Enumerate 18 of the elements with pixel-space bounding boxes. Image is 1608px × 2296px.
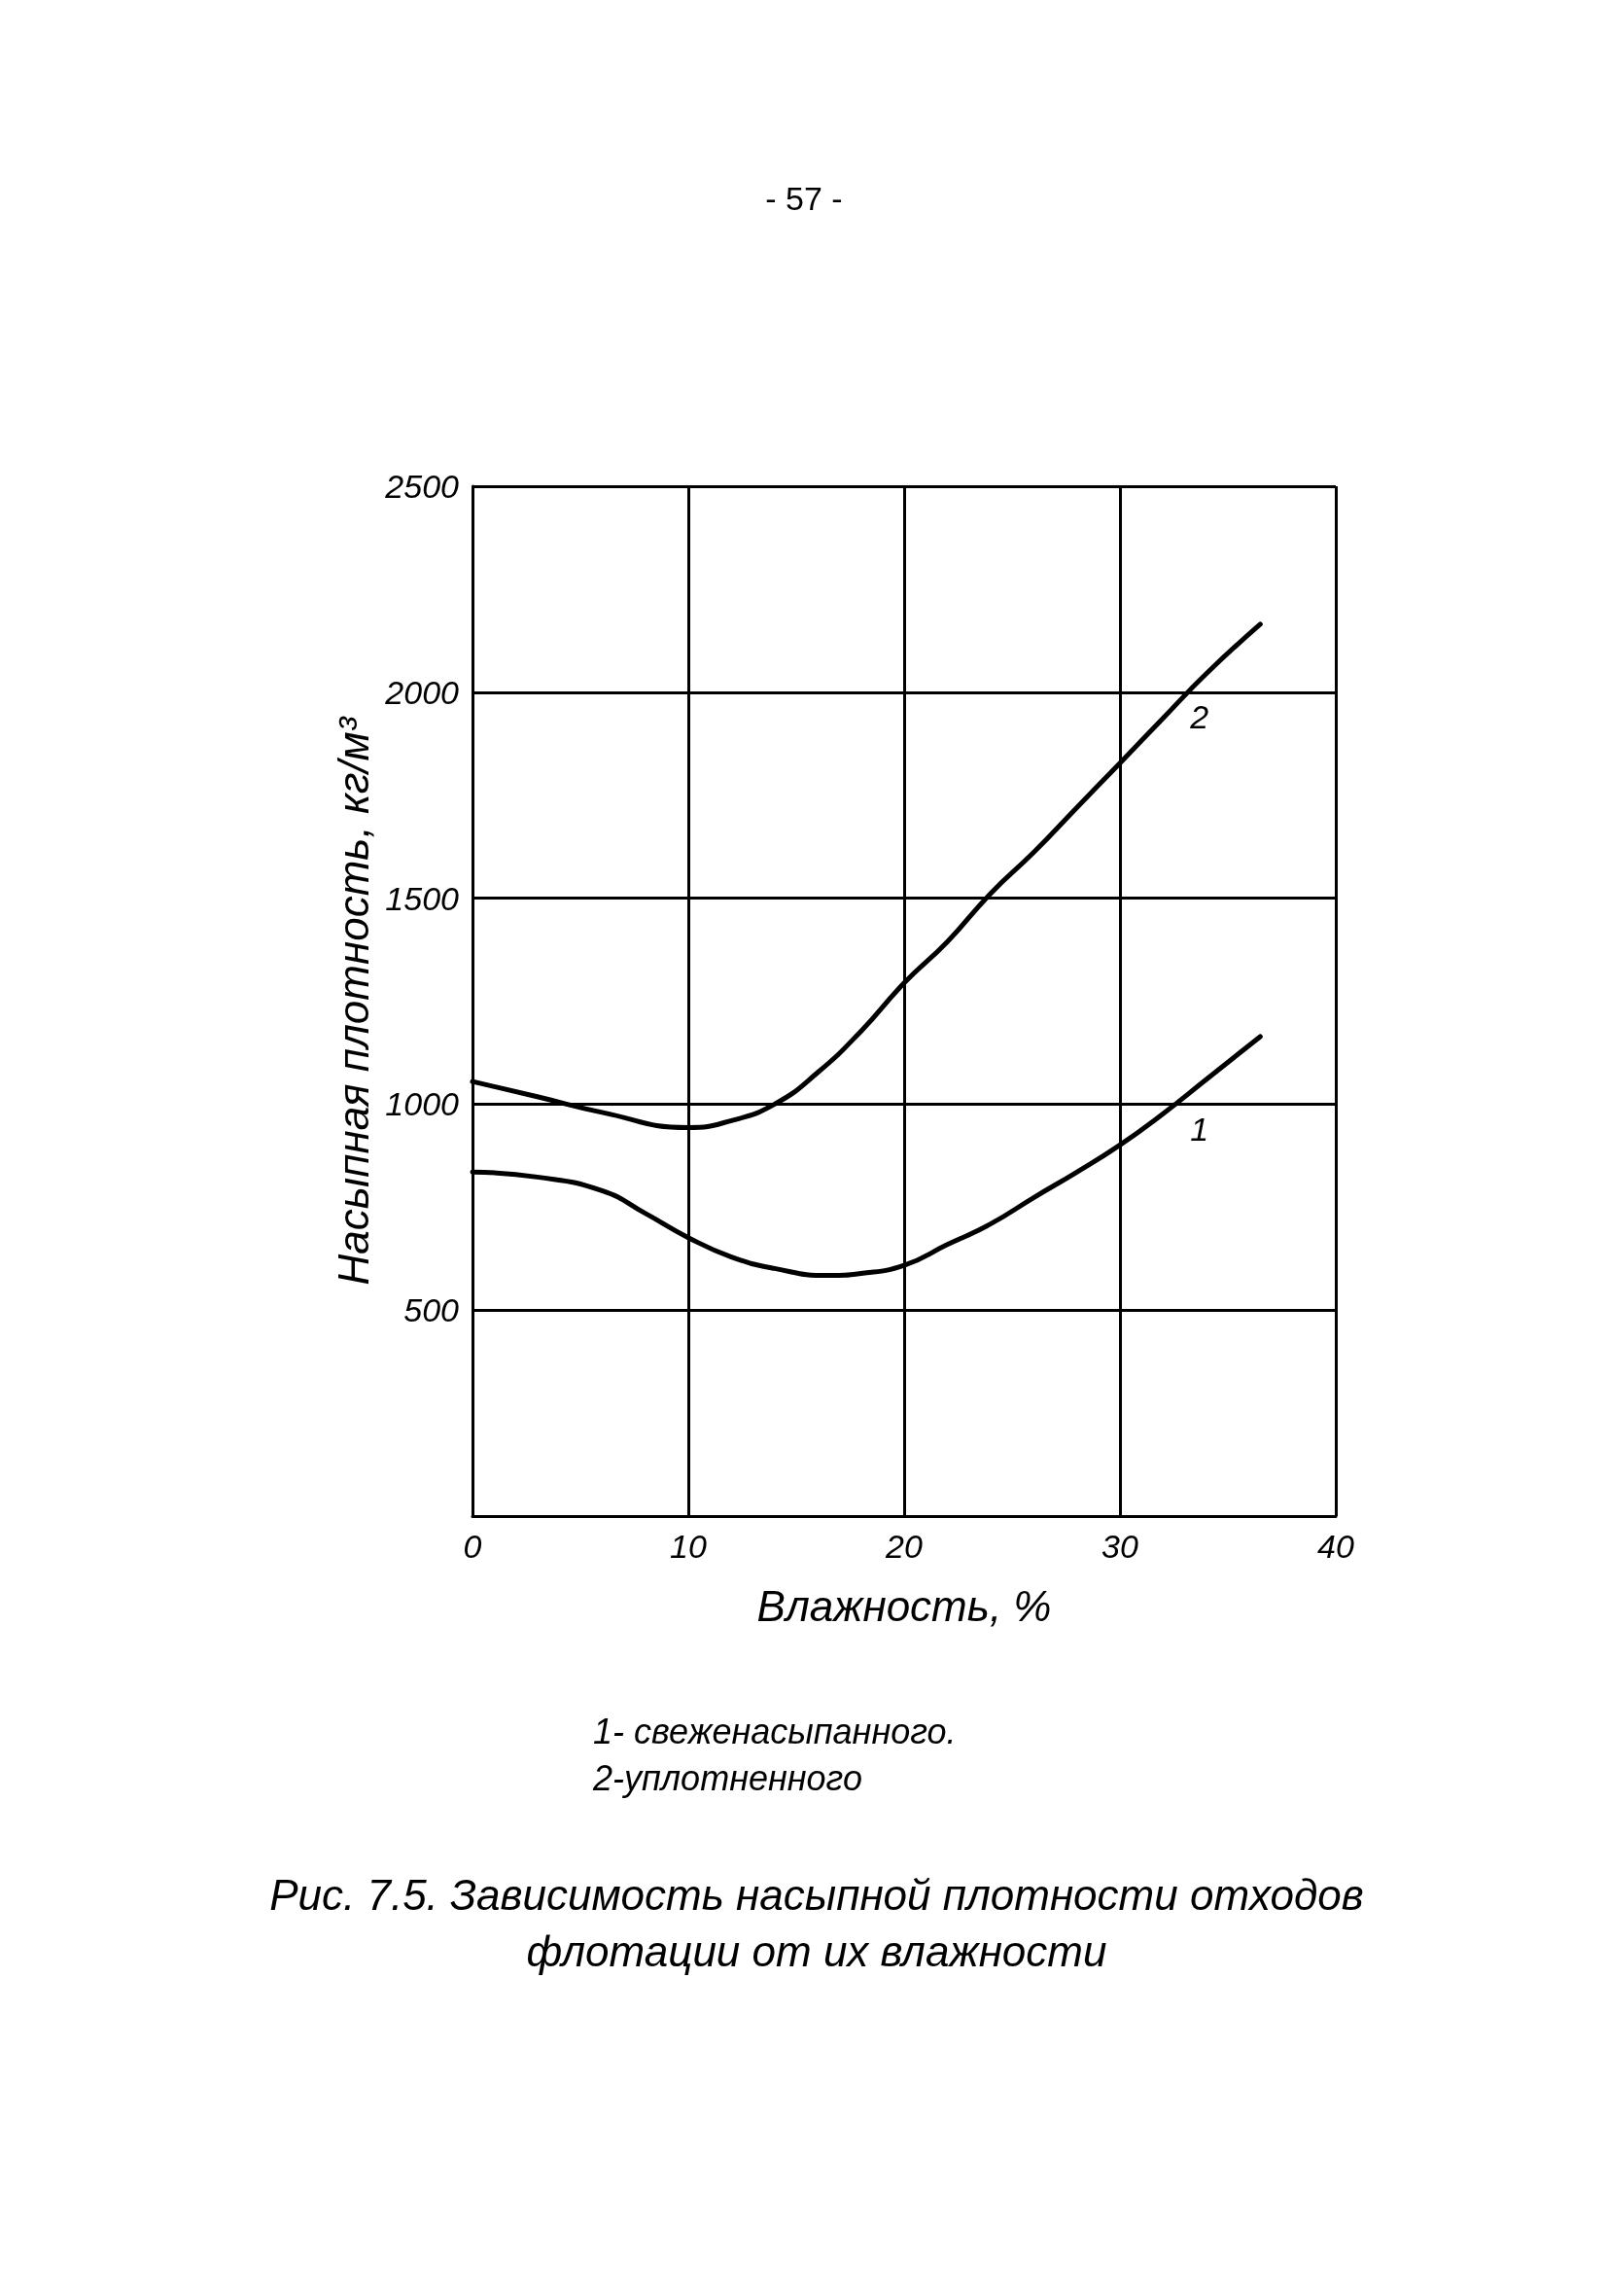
x-tick-label: 10 xyxy=(670,1528,707,1565)
text: 2-уплотненного xyxy=(593,1758,862,1799)
y-tick-label: 500 xyxy=(403,1291,460,1329)
x-axis-title: Влажность, % xyxy=(756,1581,1052,1630)
x-tick-label: 20 xyxy=(885,1528,923,1565)
x-tick-label: 40 xyxy=(1317,1528,1354,1565)
y-tick-label: 1500 xyxy=(385,879,460,917)
text: 1- свеженасыпанного. xyxy=(593,1712,957,1752)
series-label: 2 xyxy=(1189,697,1209,735)
y-tick-label: 2500 xyxy=(384,468,460,505)
x-tick-label: 30 xyxy=(1101,1528,1138,1565)
y-tick-label: 1000 xyxy=(385,1085,460,1123)
y-axis-title: Насыпная плотность, кг/м³ xyxy=(329,716,377,1286)
x-tick-label: 0 xyxy=(463,1528,482,1565)
text: - 57 - xyxy=(764,180,844,218)
y-tick-label: 2000 xyxy=(384,673,460,711)
text: Рис. 7.5. Зависимость насыпной плотности отходов флотации от их влажности xyxy=(268,1870,1365,1977)
series-label: 1 xyxy=(1190,1110,1209,1148)
